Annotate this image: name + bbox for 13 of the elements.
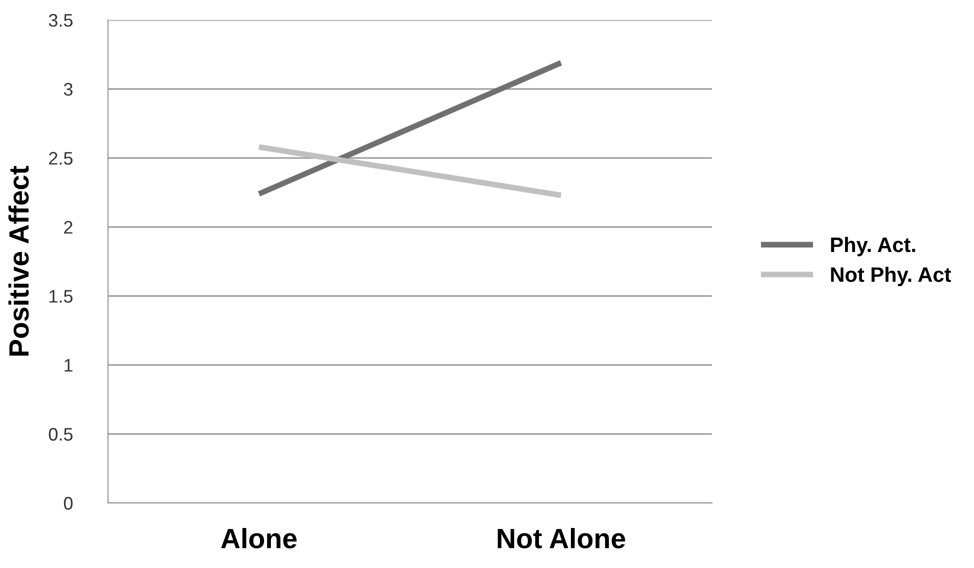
y-tick-label: 3 xyxy=(64,82,72,96)
y-tick-label: 0.5 xyxy=(48,428,73,441)
x-tick-label: Alone xyxy=(221,528,297,548)
y-tick-label: 2 xyxy=(64,220,72,234)
legend-label: Not Phy. Act xyxy=(831,266,951,286)
y-axis-title: Positive Affect xyxy=(8,166,29,356)
y-tick-label: 2.5 xyxy=(49,152,73,165)
x-tick-label: Not Alone xyxy=(498,528,626,548)
y-tick-label: 1 xyxy=(64,359,72,372)
legend-label: Phy. Act. xyxy=(831,236,916,256)
y-tick-label: 1.5 xyxy=(50,290,73,303)
y-tick-label: 0 xyxy=(64,496,73,510)
y-tick-label: 3.5 xyxy=(48,14,73,27)
